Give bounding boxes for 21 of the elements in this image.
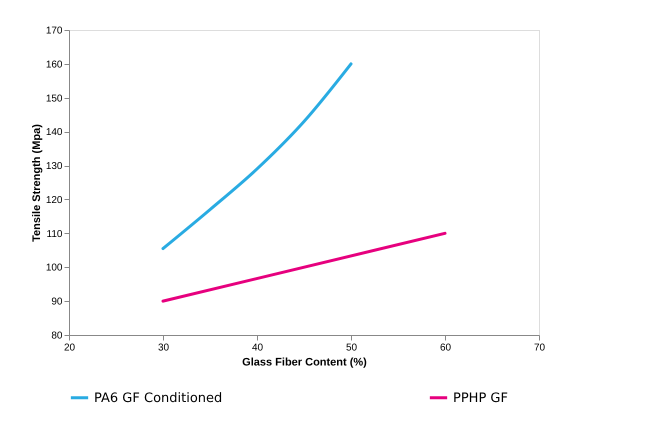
- x-tick-label: 60: [440, 342, 452, 354]
- y-tick-label: 140: [46, 127, 63, 138]
- y-tick-label: 160: [46, 59, 63, 70]
- legend-label: PPHP GF: [453, 390, 508, 406]
- y-tick-label: 90: [51, 296, 63, 308]
- y-tick-label: 130: [46, 161, 63, 172]
- y-tick-label: 110: [46, 228, 63, 240]
- legend-label: PA6 GF Conditioned: [94, 390, 222, 406]
- y-tick-label: 80: [51, 330, 63, 342]
- x-axis-title: Glass Fiber Content (%): [242, 356, 368, 368]
- y-tick-label: 150: [46, 93, 63, 104]
- y-tick-label: 170: [46, 26, 63, 36]
- y-axis-title: Tensile Strength (Mpa): [30, 124, 43, 242]
- line-series: [162, 62, 352, 250]
- y-tick-label: 100: [46, 262, 63, 274]
- y-tick-label: 120: [46, 194, 63, 206]
- x-tick-label: 70: [534, 342, 546, 354]
- x-tick-label: 30: [158, 342, 170, 354]
- x-tick-label: 20: [64, 342, 76, 354]
- x-tick-label: 50: [346, 342, 358, 354]
- x-tick-label: 40: [252, 342, 264, 354]
